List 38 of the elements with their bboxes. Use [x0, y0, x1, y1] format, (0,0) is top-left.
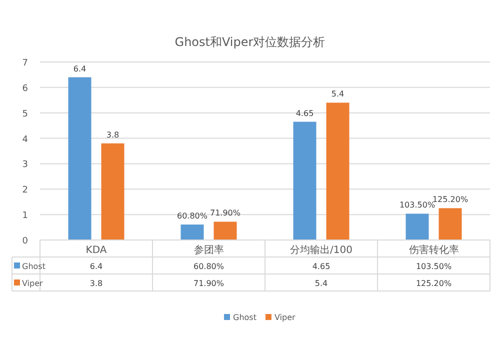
x-tick-label: 伤害转化率 [408, 244, 459, 256]
y-tick-label: 3 [22, 160, 28, 170]
y-tick-label: 4 [22, 134, 28, 145]
text: 5.4 [331, 90, 344, 99]
data-label: 103.50% [416, 262, 452, 271]
data-label: 71.90% [193, 279, 224, 288]
bar [214, 222, 237, 240]
text: 3.8 [106, 130, 120, 140]
y-tick-label: 5 [22, 109, 28, 120]
legend-label: Viper [22, 279, 44, 288]
x-tick-label: KDA [86, 245, 107, 256]
text: 60.80% [176, 212, 208, 221]
chart-title: Ghost和Viper对位数据分析 [174, 35, 326, 49]
data-label: 60.80% [193, 262, 224, 271]
text: 71.90% [210, 208, 241, 218]
data-label: 4.65 [312, 262, 330, 271]
y-tick-label: 1 [22, 211, 28, 222]
y-tick-label: 7 [22, 58, 28, 68]
data-label: 3.8 [90, 279, 103, 288]
text: 4.65 [296, 108, 314, 118]
text: 6.4 [73, 64, 86, 74]
bar [180, 224, 204, 240]
bar [406, 214, 429, 240]
bar [68, 77, 92, 240]
data-label: 125.20% [416, 279, 452, 288]
data-label: 6.4 [90, 262, 103, 271]
data-label: 5.4 [314, 279, 328, 288]
bar [101, 143, 124, 240]
bar [438, 208, 462, 240]
y-tick-label: 0 [22, 236, 28, 246]
legend: Ghost Viper [224, 313, 296, 322]
y-tick-label: 6 [22, 84, 28, 94]
legend-label: Ghost [22, 262, 46, 271]
x-tick-label: 分均输出/100 [290, 244, 352, 256]
bar [293, 122, 316, 240]
bar [326, 102, 350, 240]
x-tick-label: 参团率 [194, 244, 224, 256]
y-tick-label: 2 [22, 186, 28, 196]
